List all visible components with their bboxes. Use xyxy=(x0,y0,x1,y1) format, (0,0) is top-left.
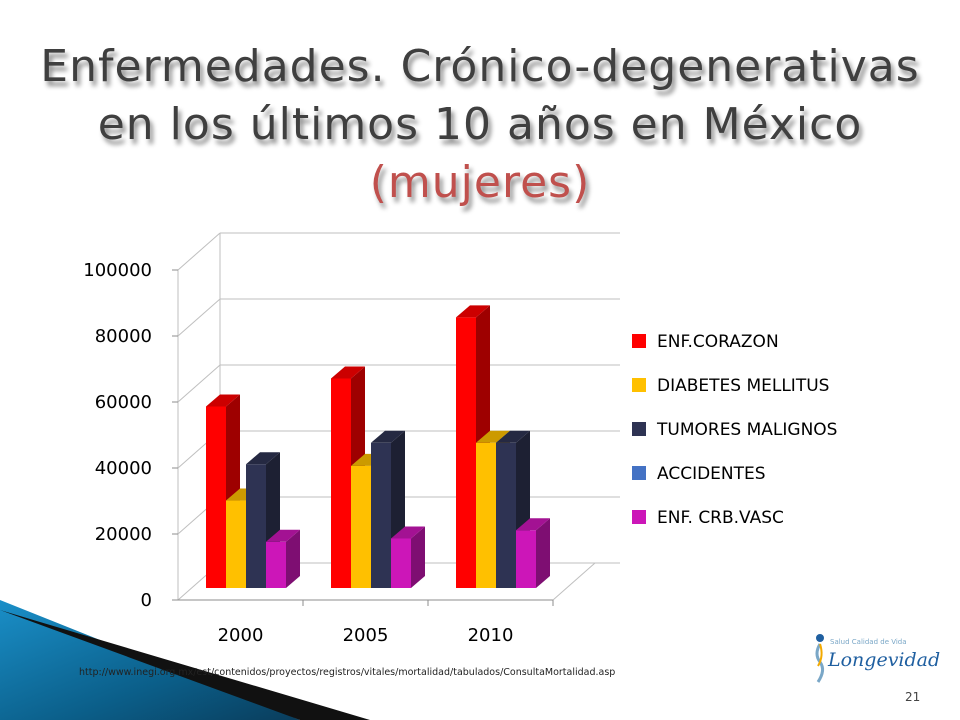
bar-front xyxy=(496,442,516,588)
legend-label: ENF. CRB.VASC xyxy=(657,508,784,528)
logo-figure-icon xyxy=(815,634,825,683)
y-tick-label: 60000 xyxy=(95,392,152,413)
bar-front xyxy=(246,464,266,588)
y-tick-label: 0 xyxy=(141,590,152,611)
bar-top xyxy=(206,394,240,407)
bar-front xyxy=(351,465,371,588)
floor-right-edge xyxy=(552,562,596,601)
bar-front xyxy=(476,442,496,588)
bar-side xyxy=(411,526,425,588)
legend-label: ENF.CORAZON xyxy=(657,332,779,352)
bar-top xyxy=(266,529,300,542)
y-tick-label: 20000 xyxy=(95,524,152,545)
bar-side xyxy=(286,529,300,588)
y-tick-label: 80000 xyxy=(95,326,152,347)
legend-label: TUMORES MALIGNOS xyxy=(656,420,837,440)
x-tick-label: 2005 xyxy=(343,625,389,646)
bar-front xyxy=(206,406,226,588)
bar-front xyxy=(266,541,286,588)
bar-top xyxy=(391,526,425,539)
logo-tagline: Salud Calidad de Vida xyxy=(830,638,907,646)
legend-swatch xyxy=(632,378,646,392)
bar-top xyxy=(476,430,510,443)
bar-front xyxy=(331,378,351,588)
legend-label: ACCIDENTES xyxy=(657,464,766,484)
bar-top xyxy=(371,430,405,443)
gridline-diagonal xyxy=(177,298,221,337)
legend-swatch xyxy=(632,422,646,436)
source-citation: http://www.inegi.org.mx/est/contenidos/p… xyxy=(79,667,616,678)
legend-swatch xyxy=(632,334,646,348)
bar-top xyxy=(496,430,530,443)
y-tick-label: 100000 xyxy=(83,260,152,281)
title-accent: (mujeres) xyxy=(369,157,591,208)
bar-front xyxy=(456,317,476,588)
longevidad-logo: Salud Calidad de Vida Longevidad xyxy=(812,630,940,686)
gridline-diagonal xyxy=(177,364,221,403)
bar-top xyxy=(246,452,280,465)
legend-swatch xyxy=(632,466,646,480)
bar-side xyxy=(536,518,550,588)
bar-front xyxy=(516,530,536,588)
bar-top xyxy=(516,518,550,531)
legend-swatch xyxy=(632,510,646,524)
gridline-diagonal xyxy=(177,232,221,271)
x-tick-label: 2010 xyxy=(468,625,514,646)
logo-wordmark: Longevidad xyxy=(828,649,941,671)
bar-top xyxy=(456,305,490,318)
bar-front xyxy=(391,538,411,588)
y-tick-label: 40000 xyxy=(95,458,152,479)
x-tick-label: 2000 xyxy=(218,625,264,646)
bar-front xyxy=(371,442,391,588)
legend-label: DIABETES MELLITUS xyxy=(657,376,829,396)
slide-title: Enfermedades. Crónico-degenerativas en l… xyxy=(40,38,920,212)
title-main: Enfermedades. Crónico-degenerativas en l… xyxy=(40,41,920,150)
bar-top xyxy=(331,366,365,379)
page-number: 21 xyxy=(905,690,921,704)
bar-front xyxy=(226,500,246,588)
